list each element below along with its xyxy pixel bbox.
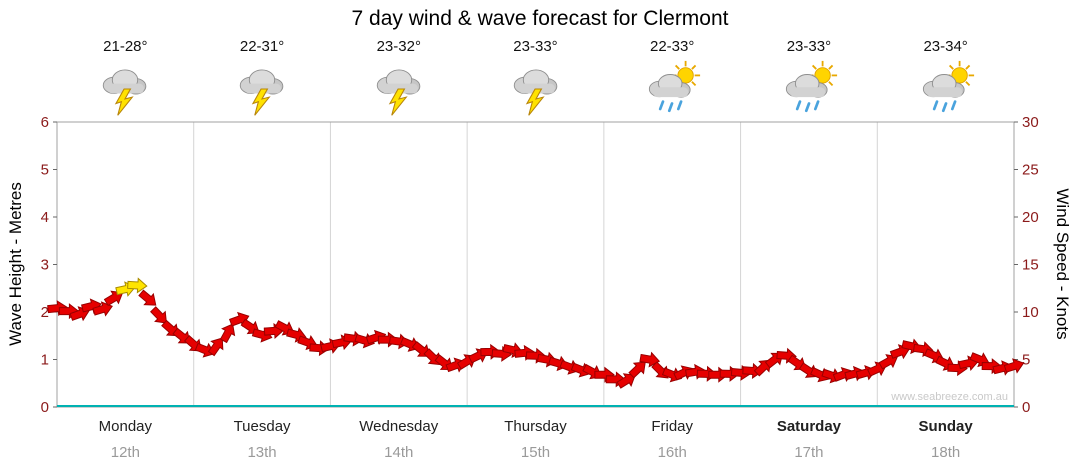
day-label: Saturday: [776, 418, 842, 435]
svg-text:30: 30: [1022, 114, 1039, 131]
temp-label: 23-33°: [786, 38, 832, 55]
temp-label: 21-28°: [103, 38, 148, 55]
svg-text:0: 0: [41, 399, 49, 416]
sun-cloud-rain-icon: [917, 60, 975, 123]
day-label: Monday: [98, 418, 153, 435]
svg-text:6: 6: [41, 114, 49, 131]
temp-label: 23-32°: [376, 38, 421, 55]
svg-text:20: 20: [1022, 209, 1039, 226]
temp-label: 23-33°: [513, 38, 558, 55]
day-label: Sunday: [918, 418, 973, 435]
svg-text:10: 10: [1022, 304, 1039, 321]
day-label: Friday: [651, 418, 694, 435]
temp-label: 23-34°: [923, 38, 968, 55]
date-label: 15th: [520, 444, 551, 461]
date-label: 16th: [657, 444, 687, 461]
watermark: www.seabreeze.com.au: [890, 391, 1008, 403]
date-label: 18th: [931, 444, 961, 461]
temp-label: 22-33°: [650, 38, 695, 55]
storm-cloud-lightning-icon: [233, 60, 291, 123]
svg-text:5: 5: [1022, 352, 1030, 369]
storm-cloud-lightning-icon: [507, 60, 565, 123]
date-label: 13th: [247, 444, 277, 461]
date-label: 14th: [384, 444, 414, 461]
svg-text:4: 4: [41, 209, 49, 226]
svg-text:5: 5: [41, 162, 49, 179]
date-label: 12th: [110, 444, 140, 461]
svg-text:15: 15: [1022, 257, 1039, 274]
storm-cloud-lightning-icon: [370, 60, 428, 123]
svg-text:25: 25: [1022, 162, 1039, 179]
svg-text:2: 2: [41, 304, 49, 321]
date-label: 17th: [794, 444, 824, 461]
svg-text:0: 0: [1022, 399, 1030, 416]
sun-cloud-rain-icon: [780, 60, 838, 123]
storm-cloud-lightning-icon: [96, 60, 154, 123]
svg-text:3: 3: [41, 257, 49, 274]
day-label: Wednesday: [359, 418, 439, 435]
temp-label: 22-31°: [239, 38, 285, 55]
sun-cloud-rain-icon: [643, 60, 701, 123]
svg-text:1: 1: [41, 352, 49, 369]
day-label: Tuesday: [233, 418, 291, 435]
page-title: 7 day wind & wave forecast for Clermont: [351, 7, 729, 30]
day-label: Thursday: [504, 418, 567, 435]
